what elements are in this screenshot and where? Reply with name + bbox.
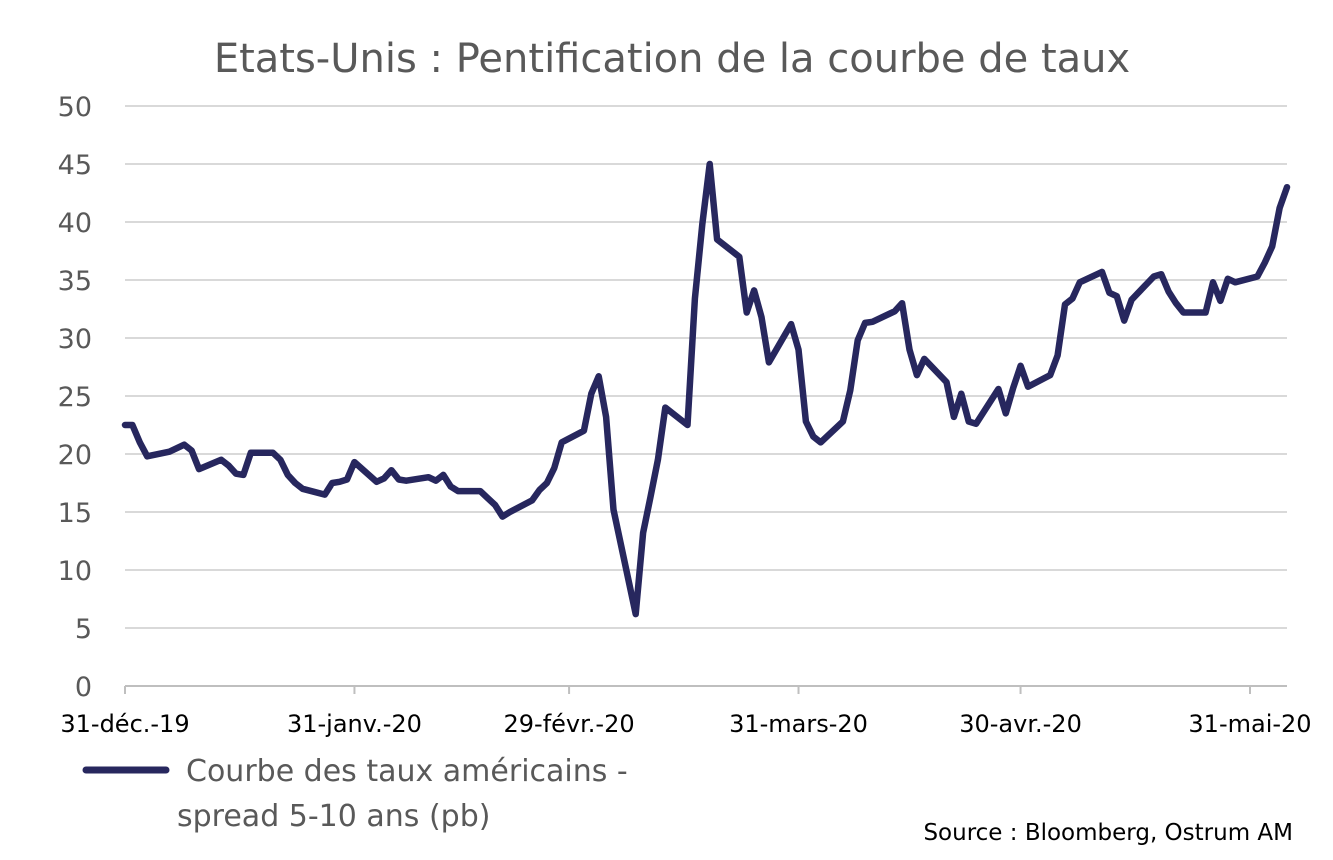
y-tick-label: 20 [58, 440, 92, 471]
x-tick-label: 30-avr.-20 [959, 710, 1082, 738]
y-tick-label: 25 [58, 382, 92, 413]
grid-lines [125, 105, 1287, 629]
y-tick-label: 50 [58, 92, 92, 123]
y-tick-label: 5 [75, 614, 92, 645]
x-tick-label: 31-déc.-19 [60, 710, 189, 738]
y-tick-label: 0 [75, 672, 92, 703]
legend: Courbe des taux américains - spread 5-10… [82, 754, 628, 834]
y-tick-label: 40 [58, 208, 92, 239]
chart-title: Etats-Unis : Pentification de la courbe … [214, 36, 1130, 82]
series-line [121, 160, 1291, 618]
series-layer [121, 160, 1291, 618]
legend-label-line-1: Courbe des taux américains - [186, 754, 628, 789]
series-points [124, 163, 1288, 615]
x-tick-label: 29-févr.-20 [504, 710, 635, 738]
x-axis: 31-déc.-19 31-janv.-20 29-févr.-20 31-mars-… [60, 685, 1312, 738]
y-tick-label: 30 [58, 324, 92, 355]
source-note: Source : Bloomberg, Ostrum AM [923, 820, 1293, 846]
y-tick-label: 45 [58, 150, 92, 181]
legend-label-line-2: spread 5-10 ans (pb) [177, 799, 490, 834]
y-axis-tick-labels: 0 5 10 15 20 25 30 35 40 45 50 [58, 92, 92, 703]
y-tick-label: 15 [58, 498, 92, 529]
x-tick-label: 31-mai-20 [1188, 710, 1311, 738]
x-tick-label: 31-janv.-20 [287, 710, 422, 738]
x-tick-label: 31-mars-20 [729, 710, 868, 738]
y-tick-label: 10 [58, 556, 92, 587]
y-tick-label: 35 [58, 266, 92, 297]
